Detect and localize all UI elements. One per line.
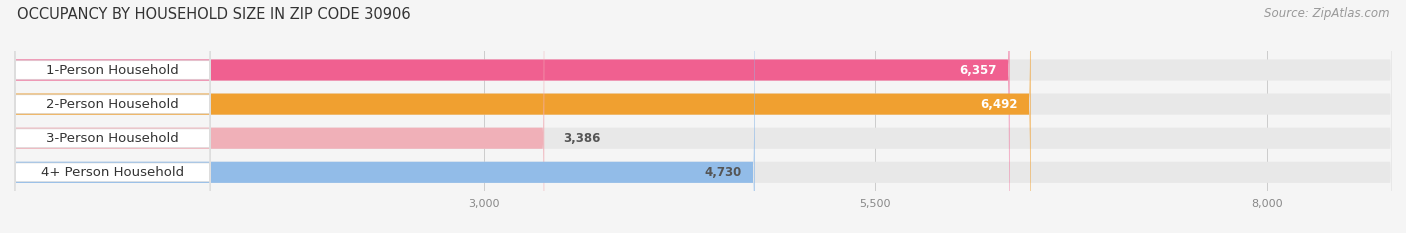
FancyBboxPatch shape	[14, 0, 1010, 233]
Text: 4,730: 4,730	[704, 166, 742, 179]
FancyBboxPatch shape	[14, 0, 211, 233]
FancyBboxPatch shape	[14, 0, 544, 233]
FancyBboxPatch shape	[14, 0, 755, 233]
Text: 3,386: 3,386	[562, 132, 600, 145]
Text: 6,492: 6,492	[980, 98, 1018, 111]
Text: 2-Person Household: 2-Person Household	[46, 98, 179, 111]
Text: OCCUPANCY BY HOUSEHOLD SIZE IN ZIP CODE 30906: OCCUPANCY BY HOUSEHOLD SIZE IN ZIP CODE …	[17, 7, 411, 22]
Text: 4+ Person Household: 4+ Person Household	[41, 166, 184, 179]
FancyBboxPatch shape	[14, 0, 211, 233]
Text: 6,357: 6,357	[959, 64, 997, 76]
Text: 3-Person Household: 3-Person Household	[46, 132, 179, 145]
FancyBboxPatch shape	[14, 0, 1392, 233]
FancyBboxPatch shape	[14, 0, 1392, 233]
FancyBboxPatch shape	[14, 0, 1392, 233]
Text: Source: ZipAtlas.com: Source: ZipAtlas.com	[1264, 7, 1389, 20]
Text: 1-Person Household: 1-Person Household	[46, 64, 179, 76]
FancyBboxPatch shape	[14, 0, 211, 233]
FancyBboxPatch shape	[14, 0, 211, 233]
FancyBboxPatch shape	[14, 0, 1031, 233]
FancyBboxPatch shape	[14, 0, 1392, 233]
